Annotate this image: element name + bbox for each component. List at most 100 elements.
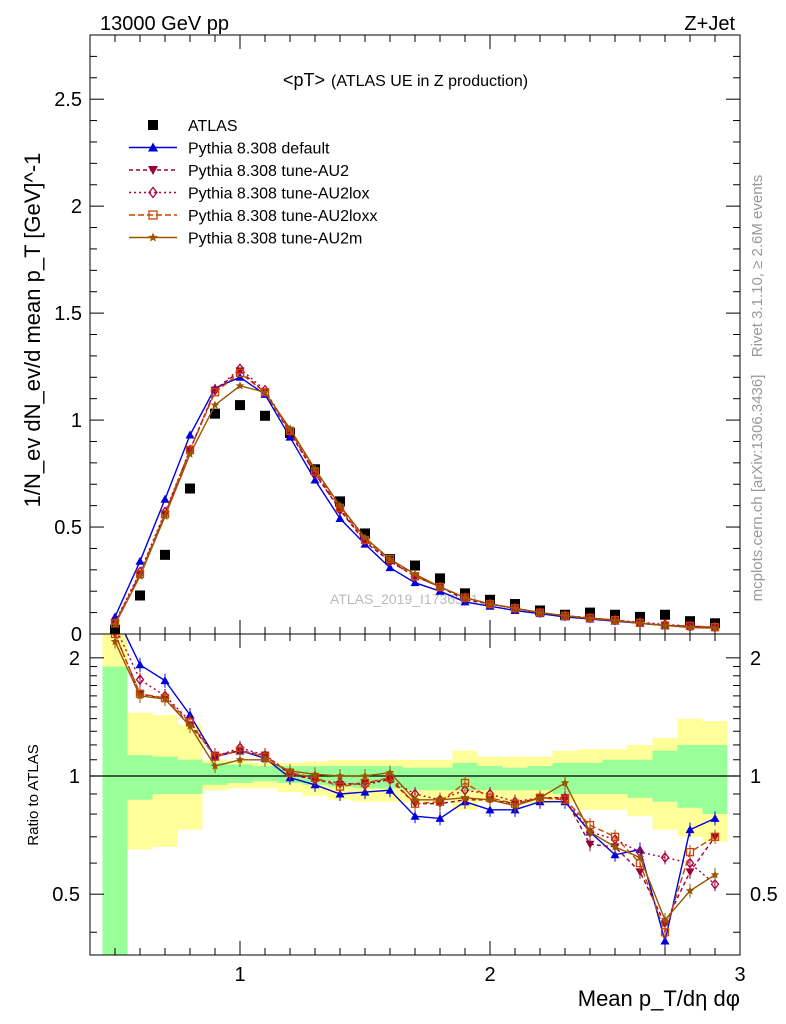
main-data-point: [410, 560, 420, 571]
ratio-band-inner: [402, 767, 428, 791]
ratio-data-point: [585, 840, 595, 849]
ratio-band-inner: [627, 759, 653, 798]
main-data-point: [160, 511, 170, 520]
ratio-data-point: [685, 847, 695, 857]
main-data-point: [385, 563, 395, 572]
main-data-point: [585, 614, 595, 623]
ratio-data-point: [135, 660, 145, 669]
ratio-ytick-label: 2: [69, 648, 80, 670]
ratio-band-inner: [577, 762, 603, 794]
main-data-point: [135, 571, 145, 580]
legend-marker: [148, 210, 158, 220]
y-axis-label-main: 1/N_ev dN_ev/d mean p_T [GeV]^-1: [20, 153, 45, 508]
ratio-data-point: [610, 842, 620, 851]
mcplots-label: mcplots.cern.ch [arXiv:1306.3436]: [749, 375, 766, 602]
rivet-label: Rivet 3.1.10, ≥ 2.6M events: [749, 175, 766, 358]
main-data-point: [435, 573, 445, 584]
ratio-data-point: [485, 805, 495, 814]
ratio-data-point: [335, 771, 345, 780]
ratio-data-point: [435, 813, 445, 822]
main-series: [110, 381, 720, 632]
main-data-point: [285, 425, 295, 437]
ratio-data-point: [435, 795, 445, 804]
ratio-band-inner: [502, 767, 528, 791]
ratio-data-point: [460, 793, 470, 802]
ratio-data-point: [610, 850, 620, 859]
main-data-point: [635, 618, 645, 627]
y-axis-label-ratio: Ratio to ATLAS: [25, 744, 42, 845]
ratio-data-point: [260, 755, 270, 764]
ratio-data-point: [685, 886, 695, 895]
main-data-point: [185, 430, 195, 439]
main-data-point: [160, 549, 170, 560]
ratio-data-point: [560, 778, 570, 787]
main-panel: 0 0.5 1 1.5 2 2.5: [54, 34, 741, 646]
legend-marker: [148, 186, 158, 199]
main-data-point: [210, 408, 220, 419]
ratio-data-point: [660, 915, 670, 924]
ratio-data-point: [210, 761, 220, 770]
ratio-data-point: [560, 795, 570, 804]
ratio-ytick-label: 1: [69, 766, 80, 788]
watermark-label: ATLAS_2019_I1736531: [330, 591, 479, 607]
legend-label: Pythia 8.308 tune-AU2: [188, 163, 349, 180]
main-data-point: [135, 556, 145, 565]
ratio-data-point: [660, 936, 670, 945]
ratio-data-point: [710, 813, 720, 822]
ratio-band-inner: [427, 767, 453, 791]
main-series-line: [114, 372, 716, 628]
ratio-data-point: [710, 878, 720, 890]
main-data-point: [260, 410, 270, 421]
ratio-band-inner: [527, 766, 553, 791]
ratio-band-inner: [152, 756, 178, 794]
ratio-band-inner: [202, 762, 228, 785]
main-data-point: [235, 400, 245, 411]
main-data-point: [710, 623, 720, 632]
ratio-series: [110, 634, 720, 927]
ratio-data-point: [135, 674, 145, 686]
legend-label: Pythia 8.308 tune-AU2lox: [188, 186, 369, 203]
main-data-point: [310, 464, 320, 473]
main-data-point: [260, 387, 270, 396]
main-series-line: [114, 369, 716, 629]
main-data-point: [685, 623, 695, 632]
ratio-data-point: [710, 832, 720, 841]
legend-label: Pythia 8.308 tune-AU2loxx: [188, 208, 377, 225]
ratio-ytick-label-right: 0.5: [750, 884, 778, 906]
ratio-data-point: [160, 694, 170, 703]
ratio-data-point: [535, 793, 545, 802]
legend: ATLAS Pythia 8.308 default Pythia 8.308 tu…: [129, 118, 377, 248]
main-data-point: [410, 569, 420, 578]
ratio-band-inner: [127, 755, 153, 800]
main-data-point: [360, 534, 370, 546]
process-label: Z+Jet: [684, 13, 735, 35]
main-data-point: [610, 616, 620, 625]
legend-label: Pythia 8.308 tune-AU2m: [188, 231, 362, 248]
ratio-data-point: [485, 795, 495, 804]
main-ytick-label: 1: [71, 410, 82, 432]
ratio-data-point: [410, 811, 420, 820]
plot-title-sub: (ATLAS UE in Z production): [331, 73, 528, 90]
ratio-ytick-label-right: 1: [750, 766, 761, 788]
ratio-data-point: [385, 785, 395, 794]
ratio-xtick-label: 2: [484, 964, 495, 986]
ratio-data-point: [660, 851, 670, 864]
legend-marker: [148, 232, 158, 242]
legend-label: ATLAS: [188, 118, 238, 135]
main-data-point: [385, 554, 395, 563]
main-data-point: [685, 620, 695, 632]
main-ytick-label: 0: [71, 624, 82, 646]
main-data-point: [485, 599, 495, 608]
x-axis-label: Mean p_T/dη dφ: [578, 986, 740, 1011]
ratio-data-point: [135, 691, 145, 700]
main-data-point: [185, 483, 195, 494]
ratio-band-inner: [227, 764, 253, 783]
main-data-point: [285, 424, 295, 433]
ratio-data-point: [235, 755, 245, 764]
ratio-band-inner: [177, 759, 203, 794]
main-data-point: [135, 590, 145, 601]
main-ytick-label: 2.5: [54, 89, 82, 111]
ratio-data-point: [285, 766, 295, 775]
ratio-data-point: [335, 782, 345, 791]
